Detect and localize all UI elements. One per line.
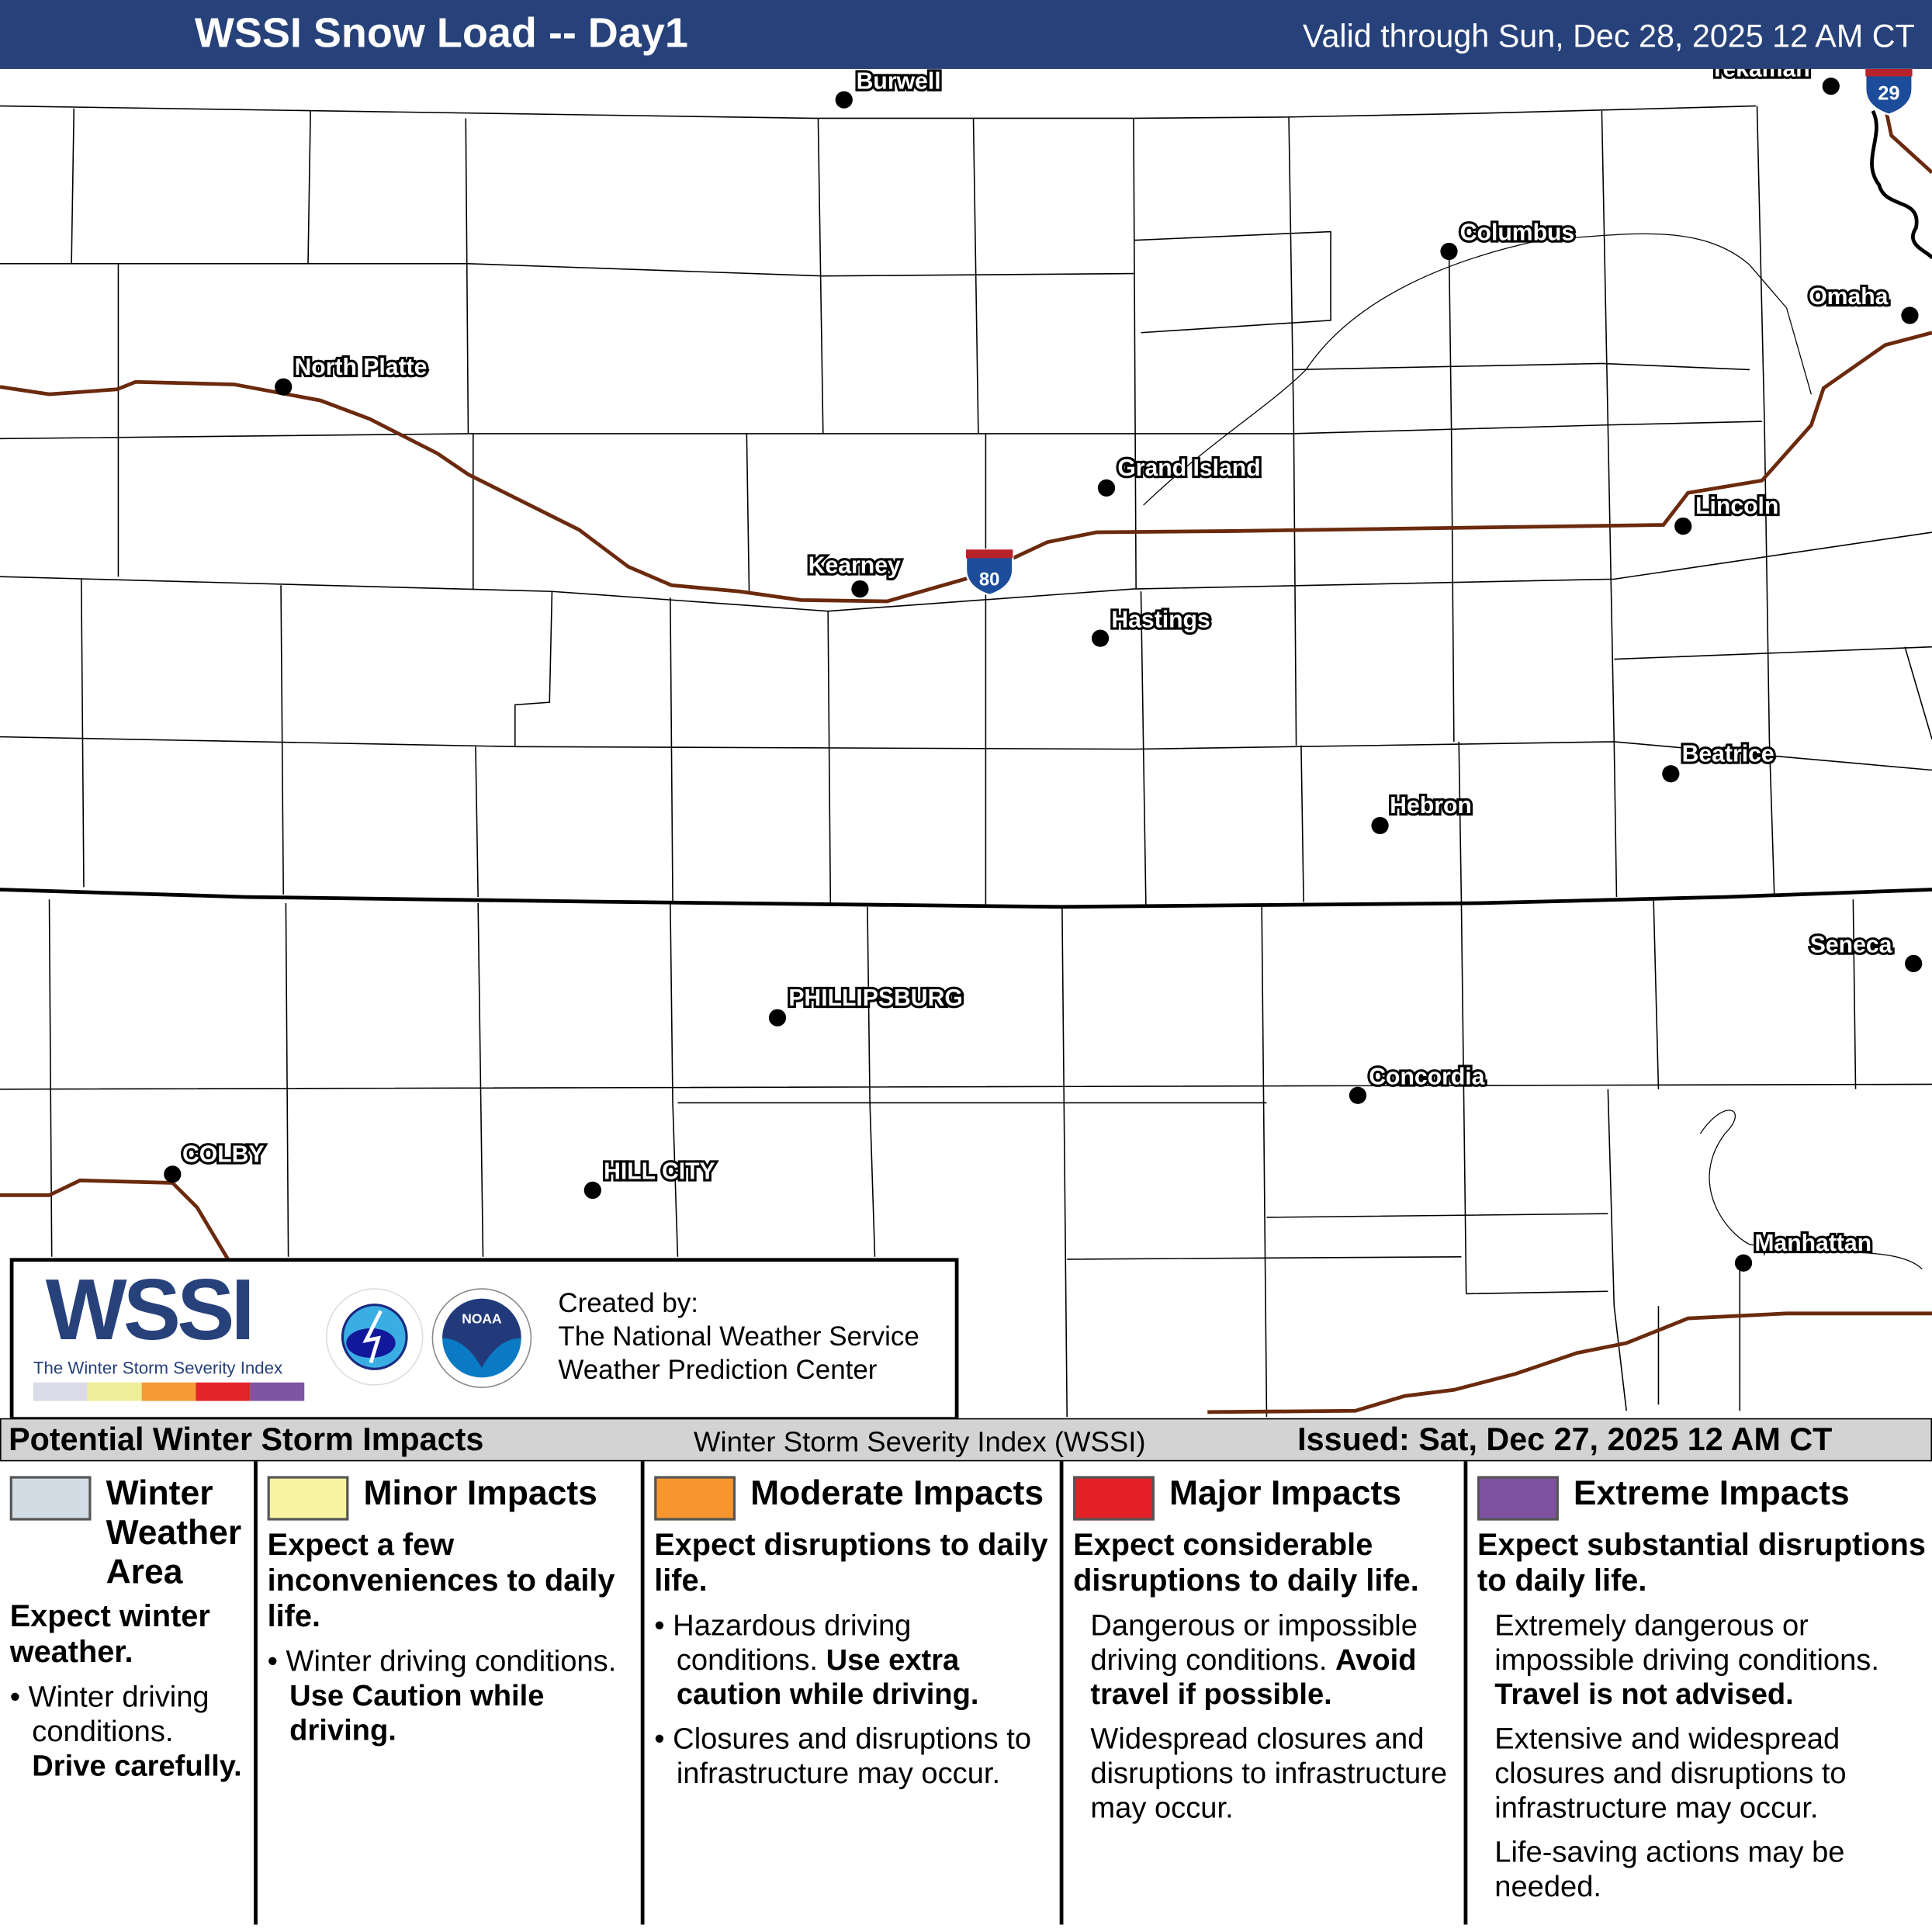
legend-bullet-strong: Use extra caution while driving. <box>676 1643 979 1712</box>
legend-bullet: Dangerous or impossible driving conditio… <box>1090 1608 1418 1678</box>
logo-box: WSSI The Winter Storm Severity Index NOA… <box>9 1258 959 1421</box>
nws-logo-icon <box>326 1288 424 1386</box>
legend-bullet-strong: Drive carefully. <box>32 1749 242 1783</box>
legend-col-title: Moderate Impacts <box>750 1473 1044 1512</box>
legend-minor: Minor Impacts Expect a few inconvenience… <box>258 1461 645 1925</box>
legend-bullet-item: Extremely dangerous or impossible drivin… <box>1477 1609 1927 1712</box>
svg-text:NOAA: NOAA <box>462 1311 502 1327</box>
wssi-logo: WSSI <box>45 1262 255 1358</box>
swatch <box>1477 1476 1559 1521</box>
map: 80 29 Burwell Tekamah Columbus Omaha Nor… <box>0 68 1932 1418</box>
legend-bullet: Life-saving actions may be needed. <box>1494 1836 1845 1904</box>
legend-bullet: Winter driving conditions. <box>28 1681 209 1749</box>
header-bar: WSSI Snow Load -- Day1 Valid through Sun… <box>0 0 1932 69</box>
city-north-platte: North Platte <box>295 355 428 380</box>
legend-bullet-item: Dangerous or impossible driving conditio… <box>1073 1609 1459 1712</box>
legend-col-head: Moderate Impacts <box>654 1473 1054 1521</box>
legend-major: Major Impacts Expect considerable disrup… <box>1063 1461 1468 1925</box>
credits: Created by: The National Weather Service… <box>558 1286 919 1387</box>
city-manhattan: Manhattan <box>1754 1231 1871 1256</box>
legend-title: Potential Winter Storm Impacts <box>9 1420 484 1458</box>
legend-summary: Expect winter weather. <box>9 1599 210 1670</box>
created-by: Created by: <box>558 1287 698 1319</box>
legend-bullet: Extensive and widespread closures and di… <box>1494 1723 1847 1825</box>
legend-bullet: Winter driving conditions. <box>286 1644 617 1678</box>
swatch <box>9 1476 92 1521</box>
legend-header: Potential Winter Storm Impacts Winter St… <box>0 1418 1932 1462</box>
legend-col-title: Winter Weather Area <box>106 1473 242 1591</box>
wssi-subtitle: The Winter Storm Severity Index <box>33 1357 283 1378</box>
shield-i29: 29 <box>1864 68 1913 116</box>
legend-col-title: Extreme Impacts <box>1573 1473 1850 1512</box>
legend-moderate: Moderate Impacts Expect disruptions to d… <box>645 1461 1064 1925</box>
city-tekamah: Tekamah <box>1710 69 1810 82</box>
swatch <box>654 1476 736 1521</box>
city-grand-island: Grand Island <box>1117 455 1260 481</box>
city-colby: COLBY <box>182 1141 265 1167</box>
svg-text:29: 29 <box>1878 83 1899 105</box>
impact-legend: Winter Weather Area Expect winter weathe… <box>0 1461 1932 1932</box>
state-border <box>0 888 1932 909</box>
legend-bullet-item: • Hazardous driving conditions. Use extr… <box>654 1608 979 1712</box>
swatch <box>1073 1476 1155 1521</box>
legend-summary: Expect considerable disruptions to daily… <box>1073 1528 1419 1598</box>
noaa-logo-icon: NOAA <box>431 1288 532 1388</box>
legend-col-head: Minor Impacts <box>267 1473 636 1521</box>
city-beatrice: Beatrice <box>1682 741 1774 767</box>
shield-i80: 80 <box>964 549 1014 597</box>
legend-bullet-strong: Avoid travel if possible. <box>1090 1643 1417 1712</box>
city-kearney: Kearney <box>808 552 901 578</box>
svg-text:80: 80 <box>979 569 1000 590</box>
city-hill-city: HILL CITY <box>604 1159 715 1185</box>
missouri-river <box>1870 109 1932 260</box>
issued-time: Issued: Sat, Dec 27, 2025 12 AM CT <box>1297 1420 1833 1458</box>
legend-summary: Expect substantial disruptions to daily … <box>1477 1528 1926 1598</box>
legend-col-title: Major Impacts <box>1169 1473 1402 1512</box>
legend-bullet-strong: Use Caution while driving. <box>289 1679 545 1747</box>
city-phillipsburg: PHILLIPSBURG <box>788 985 963 1011</box>
legend-col-head: Winter Weather Area <box>9 1473 249 1591</box>
legend-bullet-item: • Winter driving conditions. Use Caution… <box>267 1644 617 1747</box>
org-nws: The National Weather Service <box>558 1321 919 1352</box>
legend-winter-weather: Winter Weather Area Expect winter weathe… <box>0 1461 258 1925</box>
wssi-color-bar <box>33 1382 305 1401</box>
map-title: WSSI Snow Load -- Day1 <box>194 9 688 57</box>
legend-col-head: Major Impacts <box>1073 1473 1459 1521</box>
legend-bullet: Widespread closures and disruptions to i… <box>1090 1723 1448 1825</box>
legend-summary: Expect disruptions to daily life. <box>654 1528 1048 1598</box>
legend-col-title: Minor Impacts <box>363 1473 597 1512</box>
legend-col-head: Extreme Impacts <box>1477 1473 1927 1521</box>
city-hastings: Hastings <box>1111 607 1210 632</box>
city-concordia: Concordia <box>1369 1064 1484 1089</box>
county-lines <box>0 105 1932 1418</box>
org-wpc: Weather Prediction Center <box>558 1354 878 1385</box>
legend-summary: Expect a few inconveniences to daily lif… <box>267 1528 615 1634</box>
swatch <box>267 1476 349 1521</box>
legend-bullet: Extremely dangerous or impossible drivin… <box>1494 1608 1879 1678</box>
city-omaha: Omaha <box>1809 284 1888 310</box>
legend-index: Winter Storm Severity Index (WSSI) <box>694 1425 1146 1458</box>
city-labels: Burwell Tekamah Columbus Omaha North Pla… <box>180 69 1895 1259</box>
interstates <box>0 106 1932 1414</box>
city-markers <box>164 78 1923 1272</box>
legend-bullet: Hazardous driving conditions. <box>673 1608 912 1678</box>
city-columbus: Columbus <box>1460 220 1574 246</box>
city-lincoln: Lincoln <box>1695 493 1778 519</box>
legend-extreme: Extreme Impacts Expect substantial disru… <box>1467 1461 1932 1924</box>
city-seneca: Seneca <box>1810 933 1892 958</box>
legend-bullet: Closures and disruptions to infrastructu… <box>673 1723 1032 1791</box>
legend-bullet-strong: Travel is not advised. <box>1494 1678 1794 1712</box>
legend-bullet-item: • Closures and disruptions to infrastruc… <box>654 1723 1032 1791</box>
city-burwell: Burwell <box>857 69 941 94</box>
legend-bullet-item: • Winter driving conditions. Drive caref… <box>9 1681 242 1783</box>
city-hebron: Hebron <box>1390 793 1472 819</box>
valid-time: Valid through Sun, Dec 28, 2025 12 AM CT <box>1302 17 1915 54</box>
